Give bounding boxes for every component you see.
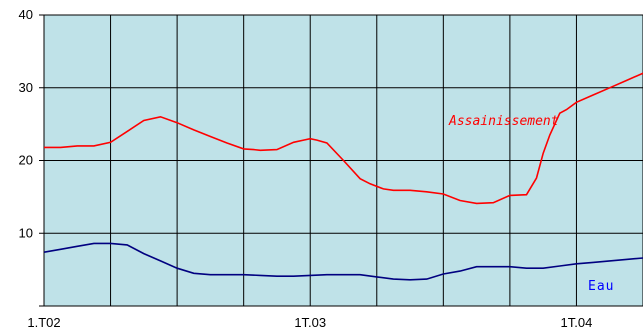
series-label-assainissement: Assainissement: [448, 114, 559, 129]
series-line-eau: [44, 242, 643, 281]
series-line-assainissement: [44, 72, 643, 205]
x-tick-label: 1T.03: [294, 315, 326, 330]
x-tick-labels: 1.T02 1T.03 1T.04: [27, 315, 592, 330]
y-tick-label: 10: [19, 225, 33, 240]
y-tick-label: 20: [19, 153, 33, 168]
y-tick-label: 40: [19, 7, 33, 22]
y-tick-label: 30: [19, 80, 33, 95]
x-tick-label: 1.T02: [27, 315, 60, 330]
series-label-eau: Eau: [588, 279, 614, 294]
y-tick-labels: 10 20 30 40: [19, 7, 33, 240]
x-tick-label: 1T.04: [561, 315, 593, 330]
axes: [39, 14, 643, 307]
